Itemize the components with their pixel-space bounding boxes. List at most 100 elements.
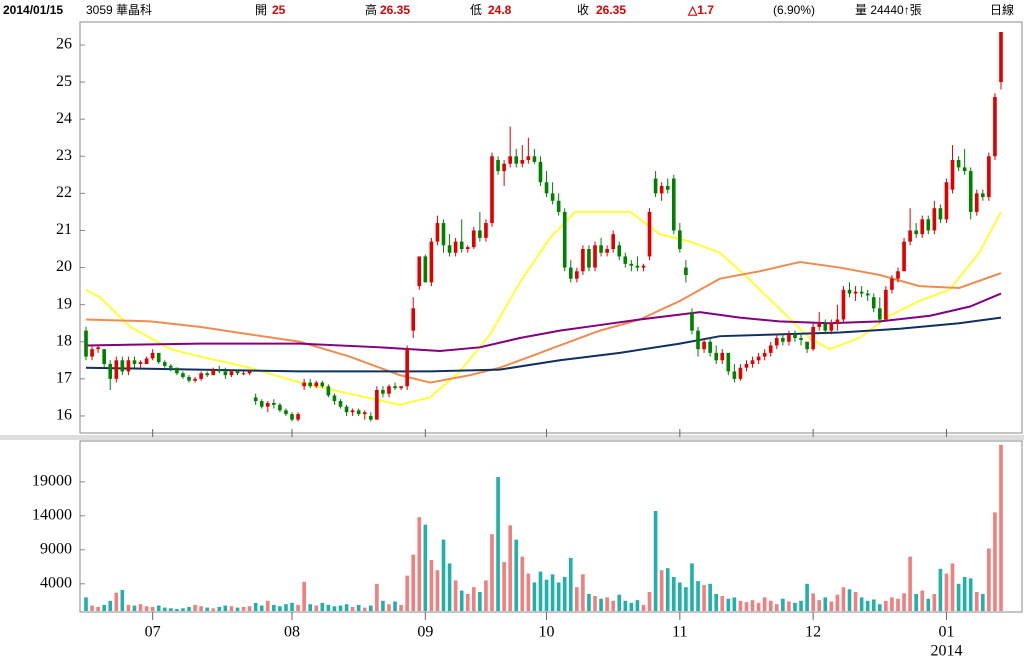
y-tick-label: 14000 (32, 506, 72, 523)
volume-bar (968, 578, 973, 611)
volume-bar (284, 604, 288, 611)
candle-body (326, 386, 331, 396)
y-tick-label: 26 (56, 36, 72, 53)
header-value: 26.35 (596, 3, 626, 17)
volume-bar (877, 604, 882, 611)
volume-bar (375, 583, 379, 611)
volume-bar (823, 597, 828, 611)
y-tick-label: 18 (56, 332, 72, 349)
candle-body (435, 223, 440, 242)
candle-body (562, 211, 567, 268)
candle-body (381, 389, 385, 394)
volume-bar (738, 600, 743, 611)
y-tick-label: 21 (56, 221, 72, 238)
volume-bar (108, 600, 113, 611)
candle-body (678, 230, 682, 250)
y-tick-label: 16 (56, 407, 72, 424)
y-tick-label: 4000 (40, 574, 72, 591)
candle-body (223, 371, 228, 376)
volume-bar (435, 570, 440, 611)
candle-body (102, 349, 106, 365)
volume-bar (387, 604, 391, 611)
volume-bar (338, 605, 343, 611)
volume-bar (732, 597, 737, 611)
y-tick-label: 24 (56, 110, 72, 127)
candle-body (278, 404, 282, 411)
volume-bar (756, 602, 761, 611)
volume-bar (223, 605, 228, 611)
volume-bar (774, 604, 779, 611)
volume-bar (514, 539, 519, 611)
volume-bar (144, 606, 149, 611)
volume-bar (908, 556, 912, 611)
candle-body (459, 241, 464, 250)
header-label: 收 (577, 3, 589, 17)
candle-body (90, 349, 94, 357)
volume-bar (478, 591, 482, 611)
volume-bar (138, 604, 143, 611)
volume-bar (235, 607, 240, 611)
volume-bar (605, 597, 609, 611)
x-tick-label: 09 (417, 624, 433, 641)
volume-bar (502, 562, 506, 611)
candle-body (871, 297, 876, 309)
volume-bar (829, 601, 834, 611)
candle-body (447, 245, 452, 253)
volume-bar (914, 594, 918, 611)
candle-body (829, 323, 834, 331)
candle-body (96, 347, 100, 350)
volume-bar (199, 606, 203, 611)
panel-separator (0, 435, 1024, 440)
y-tick-label: 23 (56, 147, 72, 164)
candle-body (344, 406, 349, 413)
candle-body (877, 308, 882, 320)
candle-body (362, 412, 367, 415)
candle-body (332, 395, 337, 402)
candle-body (962, 167, 967, 172)
candle-body (181, 373, 185, 377)
candle-body (914, 230, 918, 235)
candle-body (211, 369, 216, 376)
candle-body (272, 402, 276, 405)
candle-body (132, 360, 137, 365)
volume-bar (853, 591, 858, 611)
candle-body (356, 410, 361, 415)
candle-body (647, 211, 652, 257)
volume-bar (393, 601, 397, 611)
moving-average (85, 260, 1002, 384)
candle-body (993, 96, 997, 157)
volume-bar (671, 577, 676, 611)
volume-bar (320, 602, 325, 611)
x-tick-label: 01 (938, 624, 954, 641)
volume-bar (211, 608, 216, 611)
volume-bar (568, 557, 573, 611)
volume-bar (296, 604, 300, 611)
candle-body (514, 156, 519, 164)
candle-body (756, 356, 761, 361)
candle-body (538, 161, 543, 183)
volume-bar (587, 594, 591, 611)
candle-body (859, 291, 864, 294)
volume-bar (259, 605, 264, 611)
candle-body (950, 159, 955, 190)
candle-body (671, 178, 676, 231)
volume-bar (550, 574, 555, 611)
volume-bar (696, 581, 700, 611)
candle-body (750, 360, 755, 365)
candle-body (835, 319, 840, 324)
volume-bar (841, 587, 846, 611)
volume-bar (156, 605, 161, 611)
y-tick-label: 25 (56, 73, 72, 90)
volume-bar (926, 598, 931, 611)
volume-bar (265, 600, 270, 611)
candle-body (799, 338, 803, 340)
x-tick-label: 07 (145, 624, 161, 641)
volume-bar (162, 607, 167, 611)
volume-bar (538, 571, 543, 611)
volume-bar (690, 563, 694, 611)
candle-body (502, 163, 506, 172)
price-panel (79, 21, 1023, 434)
candle-body (653, 178, 658, 194)
date: 2014/01/15 (3, 3, 63, 17)
volume-bar (381, 600, 385, 611)
